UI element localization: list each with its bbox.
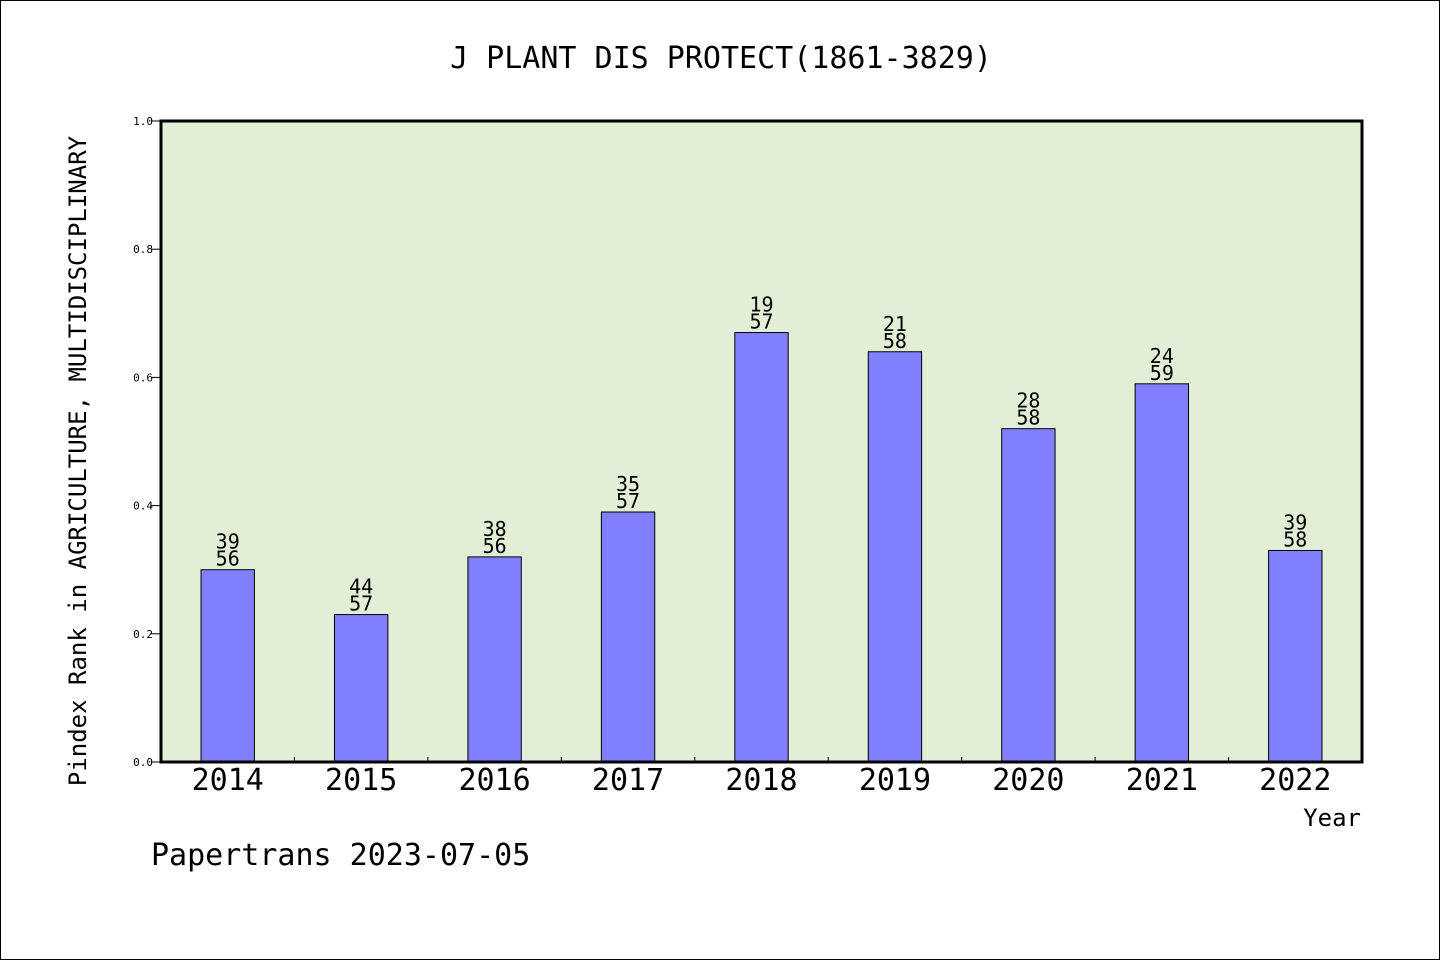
chart-title: J PLANT DIS PROTECT(1861-3829)	[450, 41, 992, 76]
bar-2020	[1001, 428, 1056, 763]
bar-rank-label-2015: 44	[349, 575, 373, 599]
x-tick-label-2017: 2017	[592, 763, 664, 798]
bar-2015	[333, 614, 389, 763]
footer-credit: Papertrans 2023-07-05	[151, 838, 530, 873]
x-tick-label-2014: 2014	[192, 763, 264, 798]
x-tick-label-2022: 2022	[1259, 763, 1331, 798]
bar-rank-label-2022: 39	[1283, 510, 1307, 534]
bar-2017	[600, 511, 656, 763]
bar-2022	[1268, 549, 1323, 763]
x-tick-label-2016: 2016	[458, 763, 530, 798]
bar-total-label-2017: 57	[616, 489, 640, 513]
x-tick-label-2018: 2018	[725, 763, 797, 798]
bar-rank-label-2021: 24	[1150, 344, 1174, 368]
bar-2018	[734, 332, 789, 763]
y-axis-label: Pindex Rank in AGRICULTURE, MULTIDISCIPL…	[64, 135, 92, 786]
x-tick-label-2015: 2015	[325, 763, 397, 798]
bar-total-label-2020: 58	[1016, 406, 1040, 430]
y-tick-label-4: 0.8	[133, 243, 153, 256]
bar-total-label-2016: 56	[483, 534, 507, 558]
x-tick-label-2021: 2021	[1126, 763, 1198, 798]
bar-2016	[467, 556, 522, 763]
bar-total-label-2019: 58	[883, 329, 907, 353]
bar-2014	[200, 569, 255, 763]
bar-total-label-2022: 58	[1283, 527, 1307, 551]
y-tick-label-3: 0.6	[133, 371, 153, 384]
bars-layer	[200, 332, 1323, 763]
y-tick-label-0: 0.0	[133, 756, 153, 769]
bar-rank-label-2018: 19	[749, 293, 773, 317]
x-tick-label-2020: 2020	[992, 763, 1064, 798]
bar-rank-label-2016: 38	[483, 517, 507, 541]
y-tick-label-1: 0.2	[133, 628, 153, 641]
y-tick-label-2: 0.4	[133, 500, 153, 513]
y-axis-ticks: 0.0 0.2 0.4 0.6 0.8 1.0	[133, 115, 161, 769]
bar-total-label-2014: 56	[216, 547, 240, 571]
bar-total-label-2015: 57	[349, 592, 373, 616]
bar-2021	[1134, 383, 1190, 763]
x-axis-ticks: 2014 2015 2016 2017 2018 2019 2020 2021 2022	[192, 757, 1331, 798]
bar-2019	[867, 351, 923, 763]
bar-rank-label-2014: 39	[216, 530, 240, 554]
bar-total-label-2021: 59	[1150, 361, 1174, 385]
x-axis-label: Year	[1303, 804, 1361, 832]
bar-rank-label-2017: 35	[616, 472, 640, 496]
bar-total-label-2018: 57	[749, 310, 773, 334]
bar-rank-label-2019: 21	[883, 312, 907, 336]
bar-rank-label-2020: 28	[1016, 389, 1040, 413]
y-tick-label-5: 1.0	[133, 115, 153, 128]
x-tick-label-2019: 2019	[859, 763, 931, 798]
plot-border	[159, 119, 1364, 764]
